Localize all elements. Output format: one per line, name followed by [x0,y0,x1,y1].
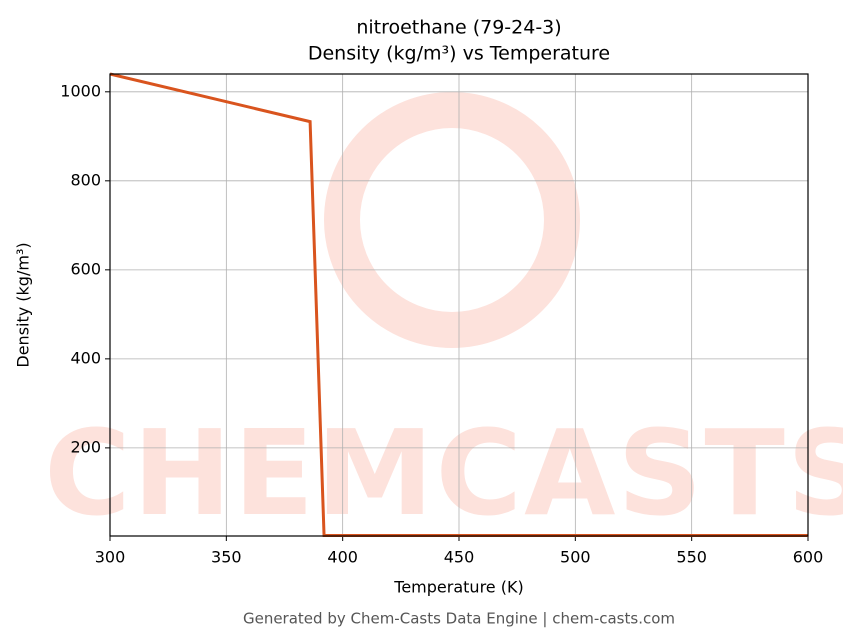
watermark-logo [324,92,580,348]
y-axis-label: Density (kg/m³) [14,242,33,367]
footer: Generated by Chem-Casts Data Engine | ch… [243,610,675,628]
x-tick-label: 300 [95,548,126,567]
y-tick-label: 600 [70,259,101,278]
y-tick-label: 1000 [60,81,101,100]
chart-subtitle: Density (kg/m³) vs Temperature [308,43,610,65]
plot-frame [109,73,809,537]
y-tick-label: 400 [70,348,101,367]
x-tick-label: 400 [327,548,358,567]
x-tick-label: 500 [560,548,591,567]
x-tick-label: 550 [676,548,707,567]
x-axis-label: Temperature (K) [393,578,523,597]
watermark: CHEMCASTS [44,404,843,542]
x-tick-label: 350 [211,548,242,567]
x-tick-label: 600 [793,548,824,567]
y-tick-label: 800 [70,170,101,189]
y-tick-label: 200 [70,437,101,456]
x-tick-label: 450 [444,548,475,567]
chart-title: nitroethane (79-24-3) [356,17,561,39]
